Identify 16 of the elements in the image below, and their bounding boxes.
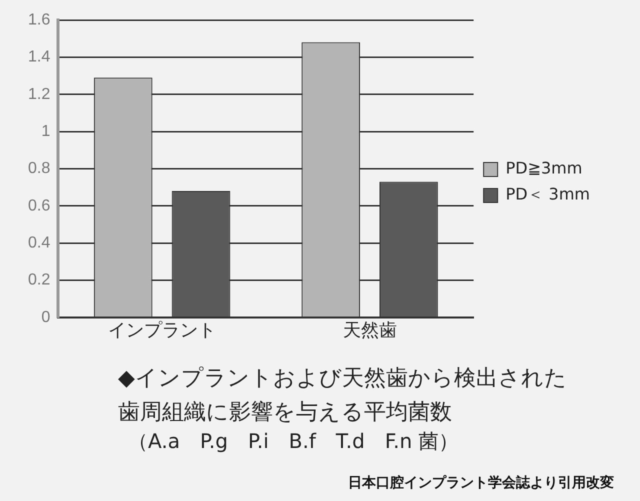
legend-label: PD≧3mm: [506, 158, 582, 178]
y-tick-label: 0.4: [28, 234, 50, 252]
y-tick-label: 1: [41, 122, 50, 140]
y-tick-label: 0: [41, 308, 50, 326]
y-tick-label: 1.6: [28, 11, 50, 28]
y-tick-label: 1.4: [28, 48, 50, 66]
x-tick-label: インプラント: [108, 320, 216, 341]
x-tick-label: 天然歯: [342, 320, 397, 341]
text: ◆インプラントおよび天然歯から検出された歯周組織に影響を与える平均菌数: [118, 365, 568, 427]
y-tick-label: 0.2: [28, 272, 50, 289]
text: 日本口腔インプラント学会誌より引用改変: [348, 474, 614, 492]
text: （A.a P.g P.i B.f T.d F.n 菌）: [128, 428, 458, 455]
y-tick-label: 0.6: [28, 197, 50, 214]
y-tick-label: 0.8: [28, 160, 50, 178]
y-tick-label: 1.2: [28, 86, 50, 103]
legend-label: PD＜ 3mm: [506, 184, 590, 204]
